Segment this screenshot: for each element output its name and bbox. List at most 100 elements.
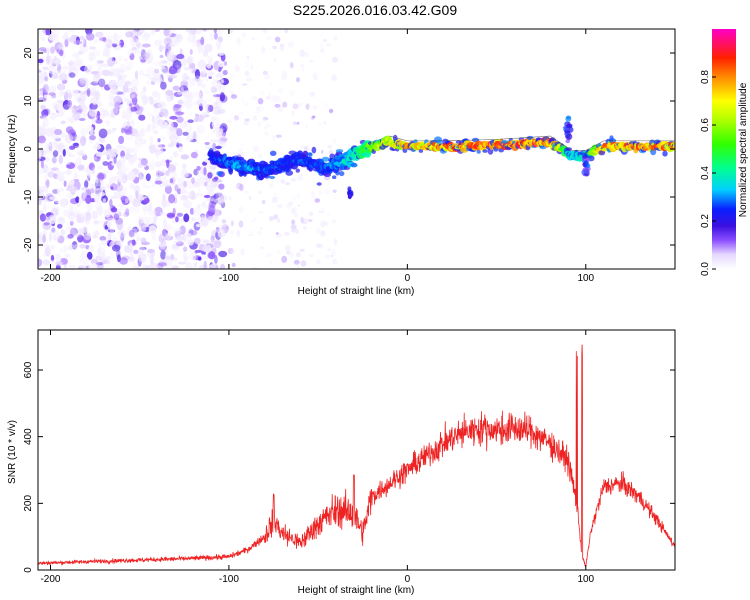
noise-blob [45, 142, 52, 147]
noise-blob [187, 233, 192, 237]
noise-blob [171, 162, 179, 167]
noise-blob [118, 75, 123, 81]
noise-blob [84, 64, 92, 75]
noise-blob [55, 253, 62, 263]
noise-blob [49, 196, 58, 201]
noise-blob [66, 186, 73, 192]
noise-blob [244, 102, 249, 106]
noise-blob [160, 108, 166, 117]
noise-blob [157, 101, 167, 110]
noise-blob [213, 94, 220, 98]
noise-blob [174, 171, 178, 181]
noise-blob [309, 91, 316, 97]
noise-blob [109, 176, 113, 186]
noise-blob [217, 128, 224, 135]
noise-blob [150, 250, 156, 257]
noise-blob [99, 114, 106, 119]
noise-blob [261, 199, 266, 205]
noise-blob [138, 69, 144, 76]
noise-blob [62, 149, 66, 157]
noise-blob [63, 104, 72, 110]
noise-blob [129, 251, 134, 260]
noise-blob [142, 73, 151, 77]
noise-blob [47, 171, 56, 178]
noise-blob [308, 253, 314, 258]
noise-blob [285, 202, 293, 209]
noise-blob [102, 259, 111, 265]
noise-blob [125, 31, 134, 38]
noise-blob [222, 69, 228, 76]
noise-blob [89, 244, 95, 250]
noise-blob [67, 70, 74, 77]
noise-blob [211, 78, 220, 88]
noise-blob [215, 74, 223, 79]
noise-blob [123, 155, 130, 160]
noise-blob [238, 206, 244, 213]
noise-blob [179, 225, 186, 235]
noise-blob [180, 57, 187, 67]
noise-blob [170, 253, 175, 260]
noise-blob [142, 127, 149, 133]
ridge-halo [498, 148, 505, 153]
noise-blob [52, 35, 60, 44]
noise-blob [57, 186, 60, 197]
noise-blob [73, 173, 81, 183]
noise-blob [160, 169, 166, 175]
noise-blob [88, 135, 96, 144]
noise-blob [169, 156, 174, 160]
noise-blob [138, 253, 147, 263]
noise-blob [66, 168, 72, 176]
noise-blob [244, 118, 250, 122]
ridge-halo [335, 149, 344, 153]
noise-blob [92, 144, 102, 150]
tail-blob [349, 190, 354, 196]
noise-blob [312, 115, 316, 119]
noise-blob [217, 60, 225, 68]
noise-blob [38, 29, 47, 37]
noise-blob [118, 203, 125, 207]
noise-blob [149, 255, 155, 265]
noise-blob [151, 121, 159, 129]
noise-blob [66, 193, 74, 199]
noise-blob [110, 186, 114, 190]
noise-blob [115, 217, 124, 225]
noise-blob [174, 111, 184, 116]
noise-blob [90, 81, 100, 86]
noise-blob [203, 43, 213, 52]
noise-blob [121, 127, 125, 134]
ridge-halo [332, 175, 337, 179]
noise-blob [105, 183, 113, 188]
noise-blob [39, 213, 47, 222]
noise-blob [94, 187, 101, 197]
noise-blob [155, 161, 162, 168]
noise-blob [149, 263, 153, 269]
noise-blob [50, 254, 55, 262]
noise-blob [314, 198, 321, 203]
noise-blob [133, 145, 138, 154]
noise-blob [182, 201, 187, 207]
colorbar-ticks: 0.0 0.2 0.4 0.6 0.8 [700, 70, 716, 276]
noise-blob [101, 252, 106, 262]
noise-blob [182, 90, 191, 97]
noise-blob [102, 53, 110, 57]
noise-blob [43, 174, 48, 181]
noise-blob [214, 255, 218, 264]
noise-blob [56, 99, 64, 104]
noise-blob [291, 110, 295, 116]
noise-blob [187, 119, 194, 123]
noise-blob [169, 115, 178, 120]
burst-blob [585, 161, 589, 167]
noise-blob [152, 262, 158, 269]
noise-blob [248, 230, 255, 234]
noise-blob [151, 230, 156, 241]
noise-blob [195, 193, 204, 197]
noise-blob [203, 181, 209, 187]
noise-blob [123, 97, 130, 103]
noise-blob [125, 208, 130, 216]
noise-blob [138, 172, 144, 180]
noise-blob [251, 37, 255, 41]
noise-blob [119, 104, 124, 109]
noise-blob [84, 180, 89, 189]
noise-blob [142, 185, 152, 189]
noise-blob [134, 70, 139, 80]
